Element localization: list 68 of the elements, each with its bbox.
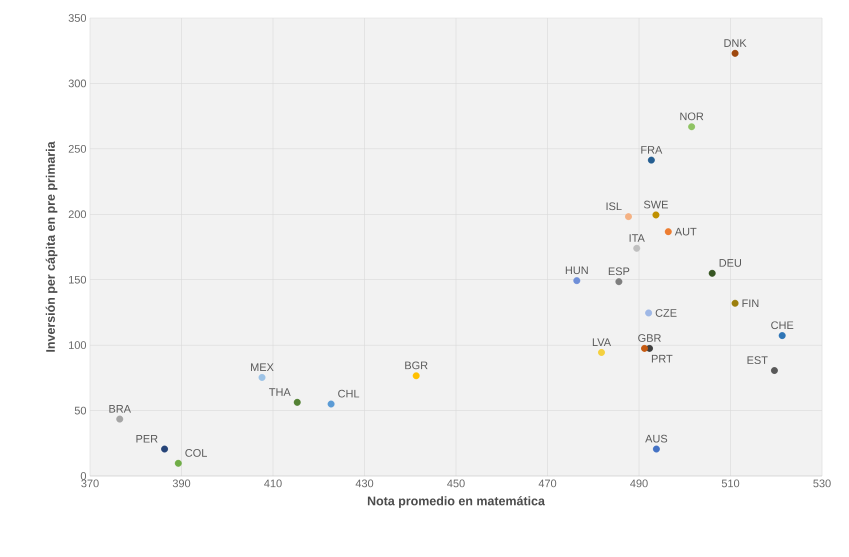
point [615,278,622,286]
point [648,156,655,164]
point [652,446,660,453]
point [641,344,648,352]
series-label: LVA [592,338,612,346]
series-label: ITA [630,234,645,242]
y-tick-label: 150 [69,276,86,284]
series-label: AUS [645,434,668,443]
x-tick-label: 370 [81,480,99,488]
point [161,446,168,453]
series-label: EST [748,356,768,364]
point [573,277,580,284]
point [645,309,652,316]
point [412,372,420,380]
series-label: MEX [251,363,274,371]
point [732,50,739,57]
y-tick-label: 100 [69,341,86,350]
series-label: PER [136,435,158,443]
x-tick-label: 530 [813,480,831,488]
series-label: ESP [608,267,630,276]
point [328,400,335,408]
point [624,213,632,220]
series-label: HUN [566,266,588,274]
x-tick-label: 490 [630,480,648,488]
point [598,348,605,356]
point [688,123,696,130]
series-label: FRA [641,146,662,154]
series-label: THA [269,388,291,396]
point [652,211,660,218]
series-label: CZE [656,309,677,317]
x-axis-title: Nota promedio en matemática [368,496,545,508]
series-label: CHL [338,390,360,398]
point [633,244,640,252]
series-label: PRT [652,354,672,362]
point [664,228,672,236]
y-tick-label: 50 [74,406,86,414]
series-label: CHE [771,321,794,330]
series-label: SWE [644,200,668,208]
y-tick-label: 300 [68,80,86,88]
point [116,416,124,423]
series-label: COL [185,449,207,457]
x-tick-label: 450 [447,480,465,488]
series-label: AUT [674,228,696,236]
y-tick-label: 0 [80,472,86,480]
series-label: FIN [742,300,758,308]
series-label: GBR [638,334,661,342]
point [732,300,739,307]
point [778,332,786,340]
point [174,460,182,467]
series-label: NOR [680,112,704,120]
x-tick-label: 390 [172,480,190,488]
x-tick-label: 410 [264,480,282,488]
y-tick-label: 250 [68,144,86,153]
y-tick-label: 350 [68,14,86,22]
series-label: BRA [109,405,131,413]
series-label: BGR [405,362,428,370]
x-tick-label: 510 [722,480,740,488]
point [708,270,716,277]
series-label: DEU [720,259,741,267]
series-label: DNK [724,39,747,47]
point [294,398,301,406]
series-label: ISL [606,202,622,210]
x-tick-label: 470 [538,480,556,488]
point [258,374,266,381]
x-tick-label: 430 [356,480,374,488]
point [770,367,778,374]
y-tick-label: 200 [68,210,86,218]
y-axis-title: Inversión per cápita en pre primaria [46,141,58,352]
